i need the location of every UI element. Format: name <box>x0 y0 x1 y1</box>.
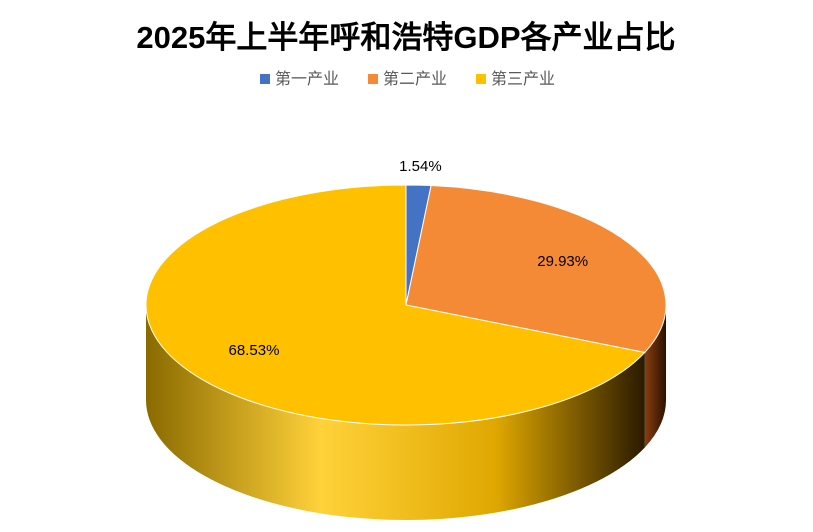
chart-title: 2025年上半年呼和浩特GDP各产业占比 <box>136 20 675 55</box>
legend-marker <box>368 74 378 84</box>
data-label: 1.54% <box>399 158 442 175</box>
legend: 第一产业 第二产业 第三产业 <box>260 70 555 88</box>
data-label: 29.93% <box>537 253 588 270</box>
legend-marker <box>260 74 270 84</box>
pie-tops <box>145 184 667 426</box>
legend-label: 第二产业 <box>383 70 447 88</box>
slice-side <box>146 305 645 521</box>
data-labels: 1.54% 29.93% 68.53% <box>229 158 589 359</box>
slice-side <box>644 305 666 448</box>
data-label: 68.53% <box>229 342 280 359</box>
legend-label: 第三产业 <box>491 70 555 88</box>
legend-marker <box>476 74 486 84</box>
slice <box>145 184 646 426</box>
slice <box>405 185 667 353</box>
pie-sides <box>146 305 666 521</box>
legend-label: 第一产业 <box>275 70 339 88</box>
